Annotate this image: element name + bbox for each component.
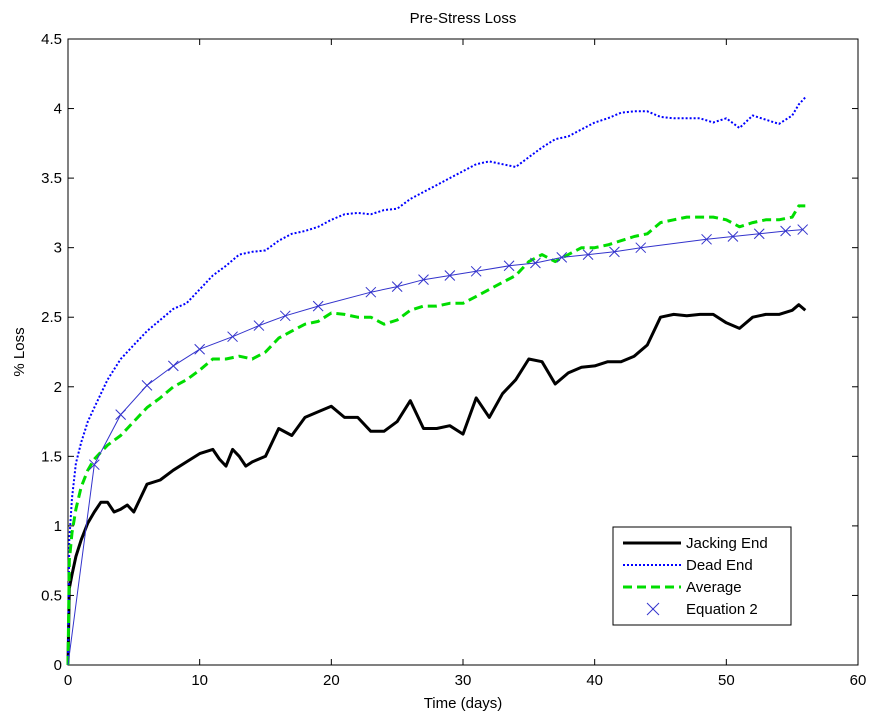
y-tick-label: 2.5 — [41, 309, 62, 326]
series-line-equation-2 — [67, 229, 803, 666]
point-equation-2 — [727, 231, 739, 242]
point-equation-2 — [418, 274, 429, 286]
series-line-dead-end — [67, 96, 807, 666]
x-tick-label: 0 — [64, 672, 72, 689]
point-equation-2 — [253, 320, 265, 331]
y-axis-label: % Loss — [11, 327, 28, 376]
x-tick-label: 20 — [323, 672, 340, 689]
chart-title: Pre-Stress Loss — [410, 10, 517, 27]
point-equation-2 — [115, 409, 127, 420]
axis-ticks: 0 10 20 30 40 50 60 0 0.5 1 1.5 2 2.5 3 3.5 4 4.5 — [41, 31, 866, 689]
point-equation-2 — [227, 331, 238, 343]
point-equation-2 — [365, 286, 377, 298]
legend-item-dead-end: Dead End — [623, 557, 753, 574]
series-line-average — [66, 204, 806, 666]
y-tick-label: 3.5 — [41, 170, 62, 187]
point-equation-2 — [194, 343, 206, 355]
legend-label-jacking-end: Jacking End — [686, 535, 768, 552]
point-equation-2 — [582, 249, 594, 260]
point-equation-2 — [391, 281, 403, 292]
legend-item-equation-2: Equation 2 — [646, 601, 758, 618]
legend: Jacking End Dead End Average Equation 2 — [612, 526, 792, 626]
legend-label-dead-end: Dead End — [686, 557, 753, 574]
point-equation-2 — [470, 265, 482, 277]
point-equation-2 — [701, 233, 712, 245]
point-equation-2 — [167, 360, 179, 372]
point-equation-2 — [503, 260, 515, 272]
point-equation-2 — [753, 228, 765, 240]
point-equation-2 — [635, 242, 647, 254]
point-equation-2 — [444, 270, 456, 281]
series-line-jacking-end — [66, 303, 807, 666]
point-equation-2 — [780, 225, 791, 237]
y-tick-label: 1 — [54, 518, 62, 535]
point-equation-2 — [556, 252, 568, 263]
y-tick-label: 0 — [54, 657, 62, 674]
x-tick-label: 30 — [455, 672, 472, 689]
x-tick-label: 40 — [586, 672, 603, 689]
legend-label-average: Average — [686, 579, 742, 596]
x-tick-label: 60 — [850, 672, 867, 689]
y-tick-label: 3 — [54, 240, 62, 257]
y-tick-label: 0.5 — [41, 587, 62, 604]
point-equation-2 — [797, 224, 809, 235]
legend-item-average: Average — [623, 579, 742, 596]
y-tick-label: 4.5 — [41, 31, 62, 48]
point-equation-2 — [312, 300, 324, 312]
y-tick-label: 4 — [54, 101, 62, 118]
legend-label-equation-2: Equation 2 — [686, 601, 758, 618]
x-axis-label: Time (days) — [424, 695, 503, 712]
y-tick-label: 1.5 — [41, 448, 62, 465]
point-equation-2 — [609, 246, 620, 258]
series-layer — [66, 96, 809, 666]
point-equation-2 — [530, 257, 541, 269]
point-equation-2 — [279, 310, 291, 322]
y-tick-label: 2 — [54, 379, 62, 396]
legend-item-jacking-end: Jacking End — [623, 535, 768, 552]
point-equation-2 — [88, 459, 100, 471]
x-tick-label: 50 — [718, 672, 735, 689]
x-tick-label: 10 — [191, 672, 208, 689]
point-equation-2 — [141, 380, 153, 391]
